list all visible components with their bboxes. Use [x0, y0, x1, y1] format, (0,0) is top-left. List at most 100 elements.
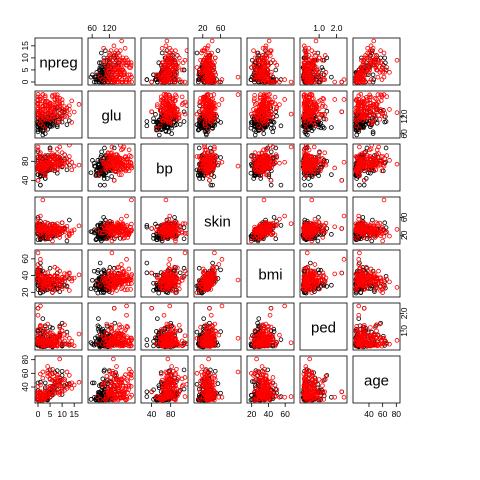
- panel-ped-vs-npreg: [299, 37, 348, 86]
- data-point-series-2: [212, 116, 218, 122]
- data-point-series-1: [251, 176, 256, 181]
- data-point-series-2: [204, 150, 210, 156]
- data-point-series-2: [267, 105, 273, 111]
- panel-age-vs-bp: [352, 143, 401, 192]
- data-point-series-2: [355, 74, 360, 80]
- data-point-series-1: [324, 108, 330, 114]
- data-point-series-2: [47, 153, 53, 158]
- data-point-series-2: [381, 74, 387, 80]
- data-point-series-2: [359, 113, 365, 118]
- panel-glu-vs-glu: glu: [87, 90, 136, 139]
- data-point-series-2: [359, 100, 365, 106]
- data-point-series-1: [96, 166, 102, 172]
- data-point-series-2: [209, 105, 215, 111]
- data-point-series-2: [365, 153, 370, 158]
- data-point-series-2: [57, 160, 63, 166]
- data-point-series-2: [207, 60, 213, 66]
- data-point-series-2: [50, 161, 55, 167]
- data-point-series-2: [209, 74, 215, 80]
- data-point-series-1: [47, 145, 53, 151]
- data-point-series-1: [197, 103, 202, 109]
- data-point-series-2: [302, 106, 308, 112]
- data-point-series-2: [59, 228, 65, 234]
- data-point-series-2: [377, 70, 383, 75]
- data-point-series-2: [199, 50, 204, 56]
- data-point-series-2: [301, 115, 307, 121]
- data-point-series-2: [308, 109, 314, 114]
- data-point-series-2: [57, 156, 63, 161]
- data-point-series-2: [123, 55, 129, 61]
- data-point-series-1: [177, 79, 183, 85]
- data-point-series-2: [309, 60, 315, 66]
- data-point-series-2: [69, 230, 75, 236]
- data-point-series-2: [202, 62, 208, 68]
- data-point-series-2: [64, 105, 70, 111]
- data-point-series-1: [371, 77, 377, 82]
- data-point-series-2: [166, 57, 172, 63]
- data-point-series-2: [358, 109, 364, 114]
- data-point-series-2: [313, 114, 318, 119]
- data-point-series-2: [204, 65, 209, 70]
- data-point-series-2: [267, 91, 272, 97]
- data-point-series-2: [207, 109, 212, 114]
- data-point-series-1: [208, 149, 214, 155]
- data-point-series-2: [105, 72, 111, 78]
- data-point-series-2: [381, 114, 387, 119]
- data-point-series-2: [35, 109, 41, 114]
- data-point-series-2: [321, 77, 326, 82]
- data-point-series-1: [54, 170, 60, 176]
- data-point-series-2: [35, 216, 41, 222]
- data-point-series-2: [62, 114, 67, 119]
- data-point-series-2: [42, 93, 48, 99]
- data-point-series-2: [261, 115, 266, 120]
- data-point-series-2: [204, 115, 210, 121]
- data-point-series-2: [306, 45, 312, 51]
- data-point-series-2: [249, 154, 254, 159]
- data-point-series-2: [303, 50, 309, 56]
- data-point-series-2: [394, 161, 400, 167]
- panel-points: [144, 38, 188, 85]
- data-point-series-2: [302, 97, 308, 103]
- data-point-series-2: [322, 104, 328, 109]
- data-point-series-2: [305, 62, 310, 68]
- data-point-series-2: [252, 167, 258, 173]
- data-point-series-2: [57, 225, 63, 230]
- data-point-series-2: [252, 96, 257, 101]
- data-point-series-2: [261, 79, 267, 85]
- data-point-series-2: [126, 77, 132, 82]
- data-point-series-2: [282, 159, 287, 165]
- data-point-series-2: [317, 150, 322, 156]
- panel-frame: [352, 143, 401, 192]
- data-point-series-1: [318, 120, 324, 126]
- panel-points: [300, 38, 347, 85]
- data-point-series-2: [165, 65, 171, 70]
- data-point-series-2: [370, 57, 376, 63]
- data-point-series-2: [169, 70, 174, 75]
- data-point-series-1: [248, 125, 254, 131]
- data-point-series-2: [373, 106, 379, 112]
- data-point-series-2: [176, 77, 182, 82]
- data-point-series-2: [374, 62, 379, 68]
- data-point-series-2: [260, 119, 265, 125]
- data-point-series-2: [359, 77, 365, 82]
- data-point-series-2: [50, 229, 55, 234]
- data-point-series-2: [267, 50, 273, 56]
- data-point-series-2: [266, 158, 272, 163]
- data-point-series-1: [177, 122, 183, 127]
- data-point-series-2: [174, 94, 179, 99]
- data-point-series-1: [100, 72, 105, 78]
- data-point-series-1: [91, 230, 97, 236]
- data-point-series-2: [365, 115, 370, 120]
- panel-frame: [193, 143, 242, 192]
- data-point-series-1: [278, 182, 284, 188]
- data-point-series-1: [144, 77, 150, 82]
- data-point-series-2: [40, 112, 46, 117]
- data-point-series-2: [268, 178, 274, 183]
- data-point-series-2: [76, 223, 82, 229]
- data-point-series-2: [209, 67, 215, 73]
- data-point-series-2: [260, 45, 266, 51]
- data-point-series-2: [375, 74, 381, 80]
- data-point-series-1: [197, 74, 203, 80]
- data-point-series-2: [149, 79, 154, 85]
- data-point-series-2: [170, 62, 175, 68]
